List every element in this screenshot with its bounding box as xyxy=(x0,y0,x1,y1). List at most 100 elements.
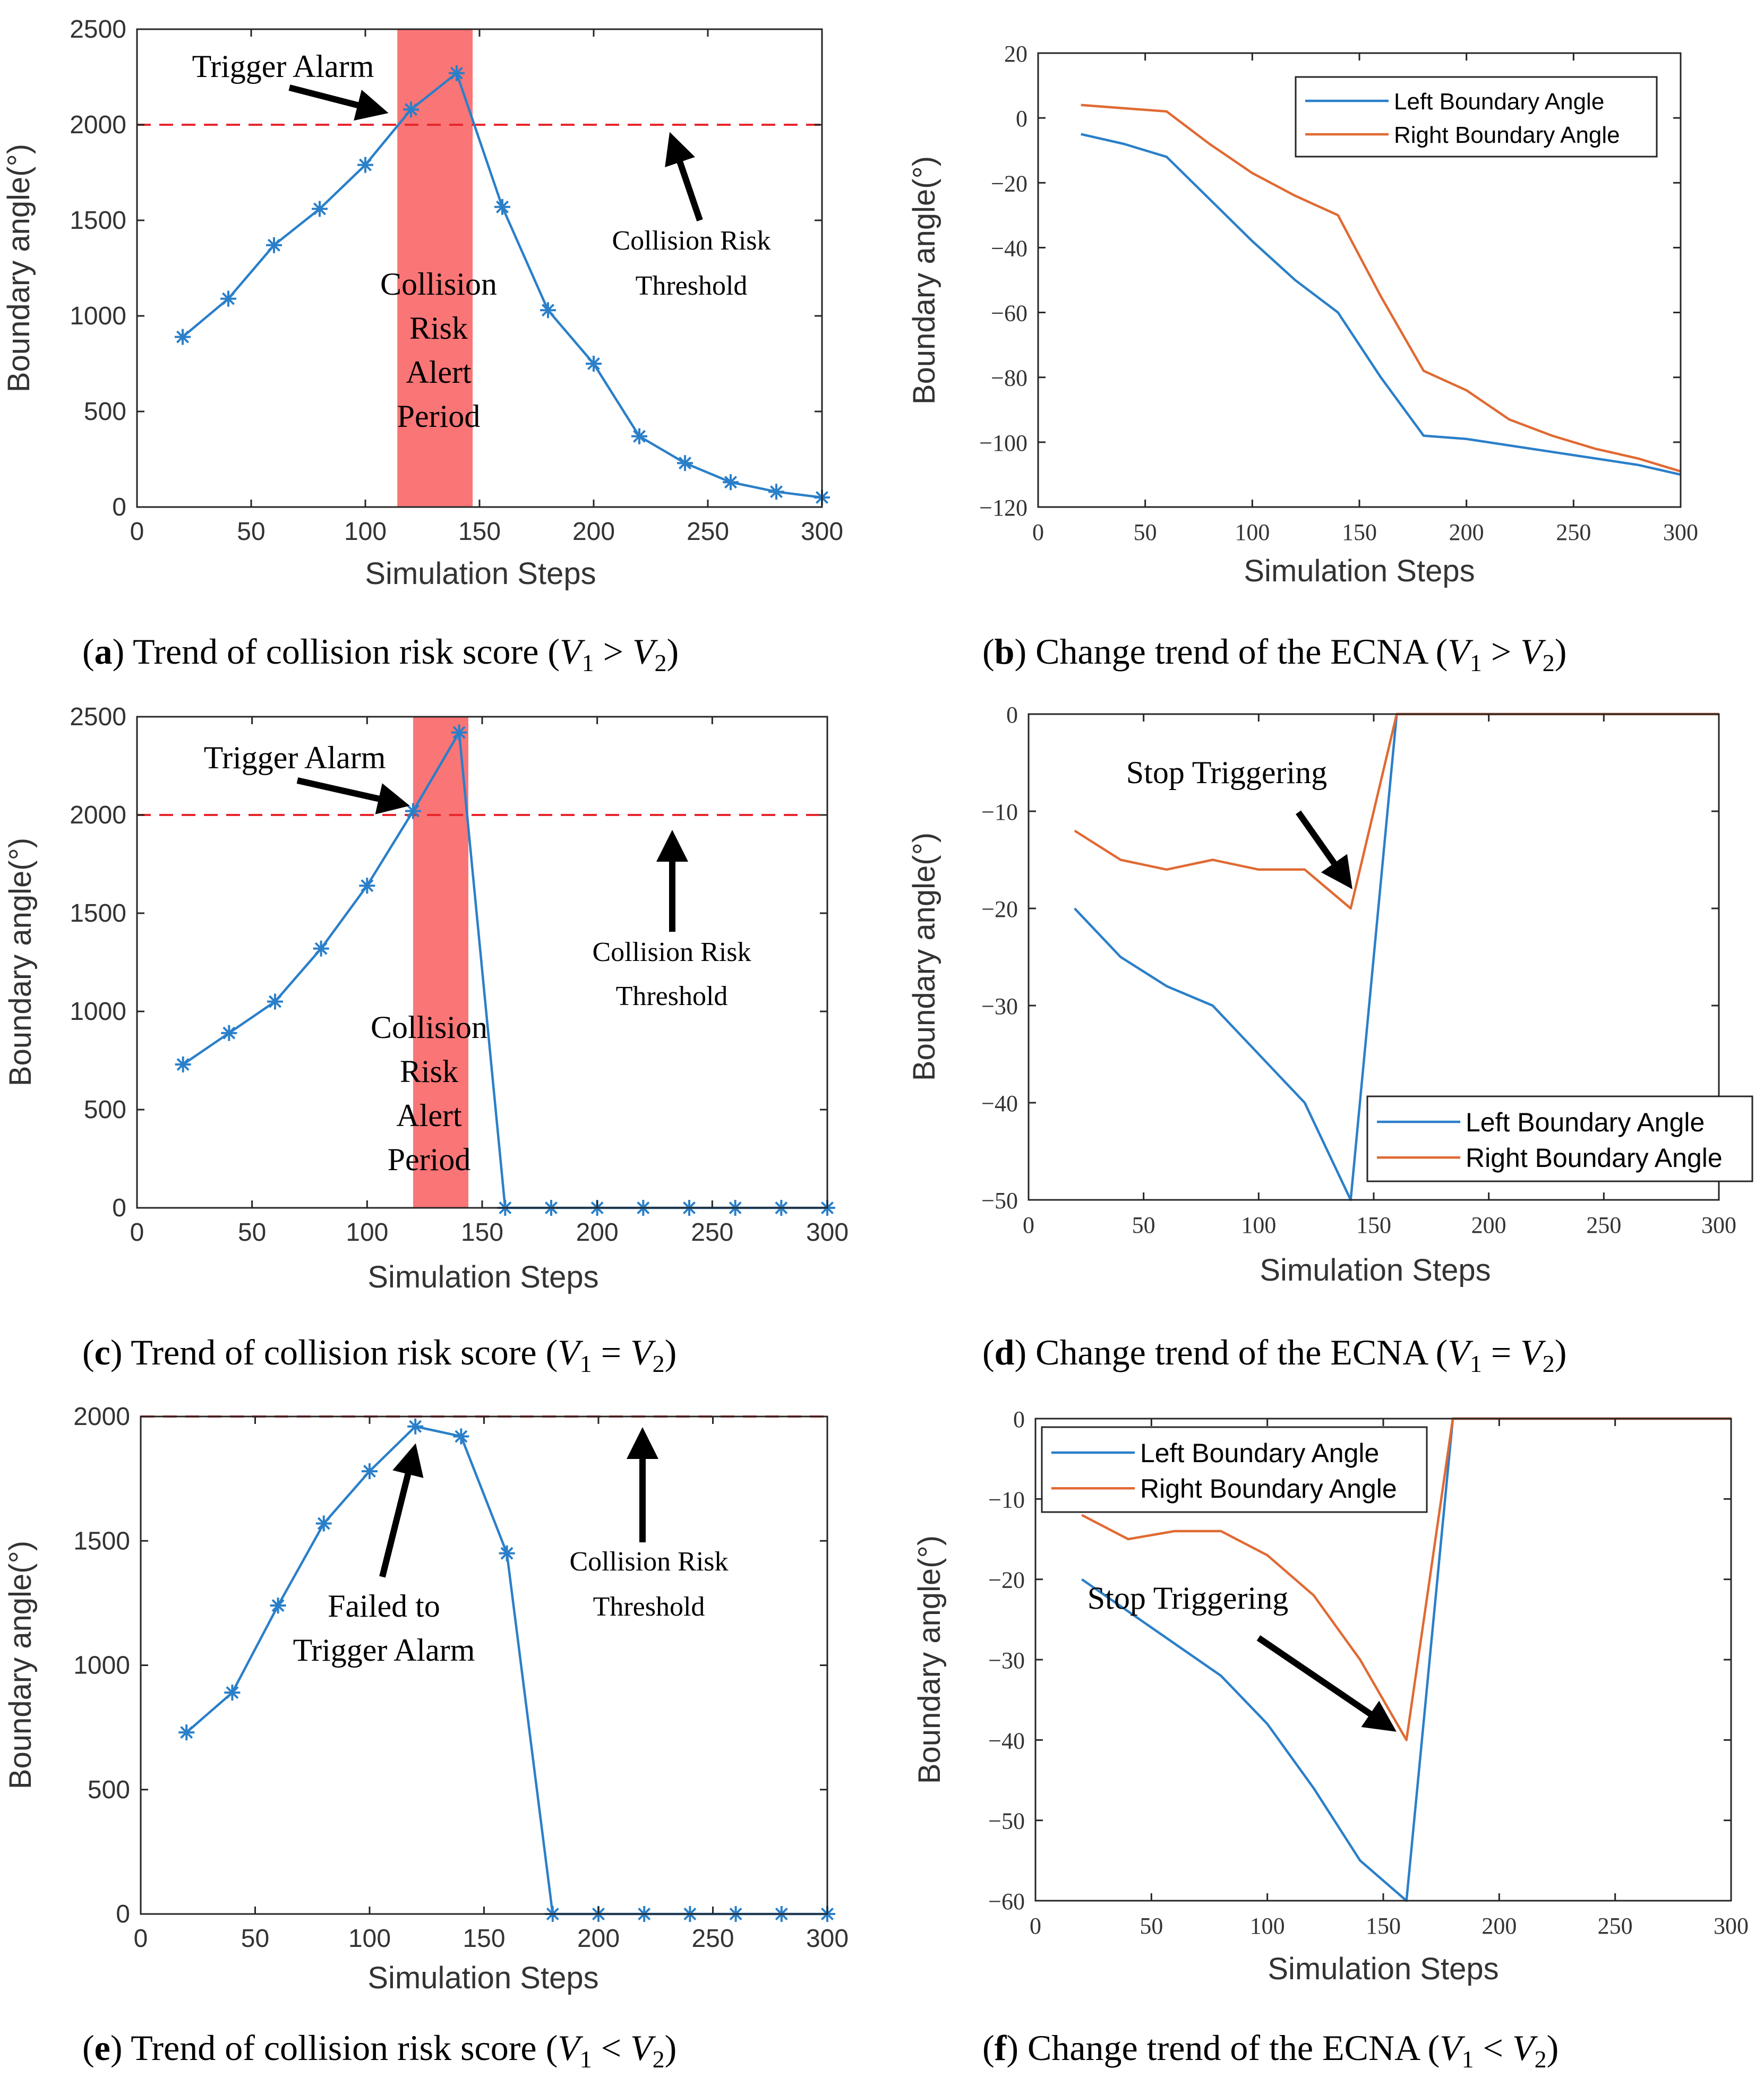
alert-period-label: Period xyxy=(388,1142,471,1177)
marker-stroke xyxy=(221,292,235,305)
data-point-marker xyxy=(586,356,602,372)
caption-open: ( xyxy=(82,1332,95,1372)
x-tick-label: 100 xyxy=(1241,1212,1276,1238)
caption-sub2: 2 xyxy=(653,1350,665,1377)
data-point-marker xyxy=(178,1724,195,1740)
x-tick-label: 0 xyxy=(130,1218,144,1247)
x-tick-label: 300 xyxy=(801,518,843,546)
trigger-alarm-arrow xyxy=(296,777,410,814)
marker-stroke xyxy=(541,304,555,317)
marker-stroke xyxy=(450,66,464,80)
legend-box xyxy=(1295,76,1658,158)
caption-letter: f xyxy=(995,2028,1007,2068)
marker-stroke xyxy=(495,200,509,213)
data-point-marker xyxy=(631,428,647,444)
caption-v1: V xyxy=(558,2028,584,2068)
x-tick-label: 250 xyxy=(691,1925,734,1953)
caption-close: ) xyxy=(665,1332,677,1372)
data-point-marker xyxy=(723,474,739,491)
data-point-marker xyxy=(221,1025,237,1041)
marker-stroke xyxy=(268,995,282,1008)
caption-text: ) Change trend of the ECNA ( xyxy=(1014,1332,1448,1372)
y-tick-label: 2500 xyxy=(70,703,126,731)
caption-letter: a xyxy=(95,631,113,672)
marker-stroke xyxy=(678,457,692,470)
data-point-marker xyxy=(453,1428,469,1445)
y-tick-label: 500 xyxy=(84,398,126,426)
x-tick-label: 200 xyxy=(1482,1913,1517,1939)
y-tick-label: 0 xyxy=(1016,106,1027,132)
x-tick-label: 250 xyxy=(687,518,729,546)
caption-v1: V xyxy=(1448,631,1474,672)
failed-alarm-arrow xyxy=(379,1443,424,1578)
caption-letter: b xyxy=(995,631,1015,672)
x-tick-label: 150 xyxy=(458,518,501,546)
marker-stroke xyxy=(769,485,783,499)
failed-alarm-label: Trigger Alarm xyxy=(293,1633,475,1668)
y-tick-label: −40 xyxy=(988,1728,1025,1754)
marker-stroke xyxy=(317,1517,330,1530)
y-tick-label: 1500 xyxy=(73,1527,130,1555)
caption: (d) Change trend of the ECNA (V1 = V2) xyxy=(982,1332,1566,1377)
threshold-arrow xyxy=(665,132,703,221)
caption-v2: V xyxy=(1520,1332,1546,1372)
marker-stroke xyxy=(267,238,281,252)
marker-stroke xyxy=(358,158,372,171)
chart-panel-c: 0 50 100 150 200 250 300 0 500 1000 1500 2000 2500 Si… xyxy=(3,703,849,1377)
x-tick-label: 50 xyxy=(238,1218,266,1247)
data-point-marker xyxy=(405,803,421,819)
marker-stroke xyxy=(314,942,328,955)
caption: (a) Trend of collision risk score (V1 > … xyxy=(82,631,679,676)
caption-sub1: 1 xyxy=(582,649,594,676)
x-tick-label: 0 xyxy=(134,1925,148,1953)
data-point-marker xyxy=(313,940,329,957)
data-point-marker xyxy=(677,455,693,471)
marker-stroke xyxy=(724,476,738,489)
data-point-marker xyxy=(357,157,373,173)
caption-sub2: 2 xyxy=(1535,2046,1547,2073)
y-tick-label: 20 xyxy=(1004,41,1027,67)
y-axis-label: Boundary angle(°) xyxy=(3,838,38,1086)
caption-open: ( xyxy=(982,2028,995,2068)
x-tick-label: 200 xyxy=(577,1925,620,1953)
y-tick-label: 0 xyxy=(112,1194,126,1222)
data-point-marker xyxy=(315,1515,332,1532)
threshold-label: Threshold xyxy=(616,981,728,1011)
x-axis-label: Simulation Steps xyxy=(1260,1253,1491,1287)
x-tick-label: 150 xyxy=(1366,1913,1401,1939)
caption-letter: e xyxy=(95,2028,110,2068)
y-tick-label: −120 xyxy=(979,495,1027,521)
data-point-marker xyxy=(266,237,282,253)
y-axis-label: Boundary angle(°) xyxy=(907,156,941,405)
data-point-marker xyxy=(449,65,465,81)
x-tick-label: 0 xyxy=(1032,519,1044,545)
x-tick-label: 50 xyxy=(1134,519,1157,545)
x-tick-label: 200 xyxy=(572,518,615,546)
alert-period-label: Collision xyxy=(371,1010,487,1045)
y-tick-label: −60 xyxy=(991,301,1027,327)
marker-stroke xyxy=(176,1058,190,1071)
legend-label: Left Boundary Angle xyxy=(1140,1438,1379,1468)
caption-relation: > xyxy=(594,631,632,672)
x-tick-label: 300 xyxy=(1663,519,1698,545)
x-tick-label: 100 xyxy=(348,1925,391,1953)
y-axis-label: Boundary angle(°) xyxy=(907,832,941,1081)
caption-relation: < xyxy=(592,2028,630,2068)
x-axis-label: Simulation Steps xyxy=(365,556,596,591)
marker-stroke xyxy=(500,1547,513,1560)
x-tick-label: 100 xyxy=(1250,1913,1285,1939)
x-tick-label: 100 xyxy=(1235,519,1270,545)
y-tick-label: 2000 xyxy=(70,801,126,829)
y-tick-label: 500 xyxy=(84,1096,126,1124)
y-tick-label: −10 xyxy=(988,1487,1025,1513)
marker-stroke xyxy=(313,202,327,216)
data-point-marker xyxy=(494,199,510,215)
marker-stroke xyxy=(271,1599,285,1612)
caption-v2: V xyxy=(630,2028,656,2068)
caption-sub2: 2 xyxy=(654,649,666,676)
marker-stroke xyxy=(361,879,374,892)
data-point-marker xyxy=(768,484,784,500)
x-tick-label: 0 xyxy=(1023,1212,1034,1238)
threshold-label: Collision Risk xyxy=(592,937,751,967)
y-tick-label: 2000 xyxy=(70,111,126,139)
